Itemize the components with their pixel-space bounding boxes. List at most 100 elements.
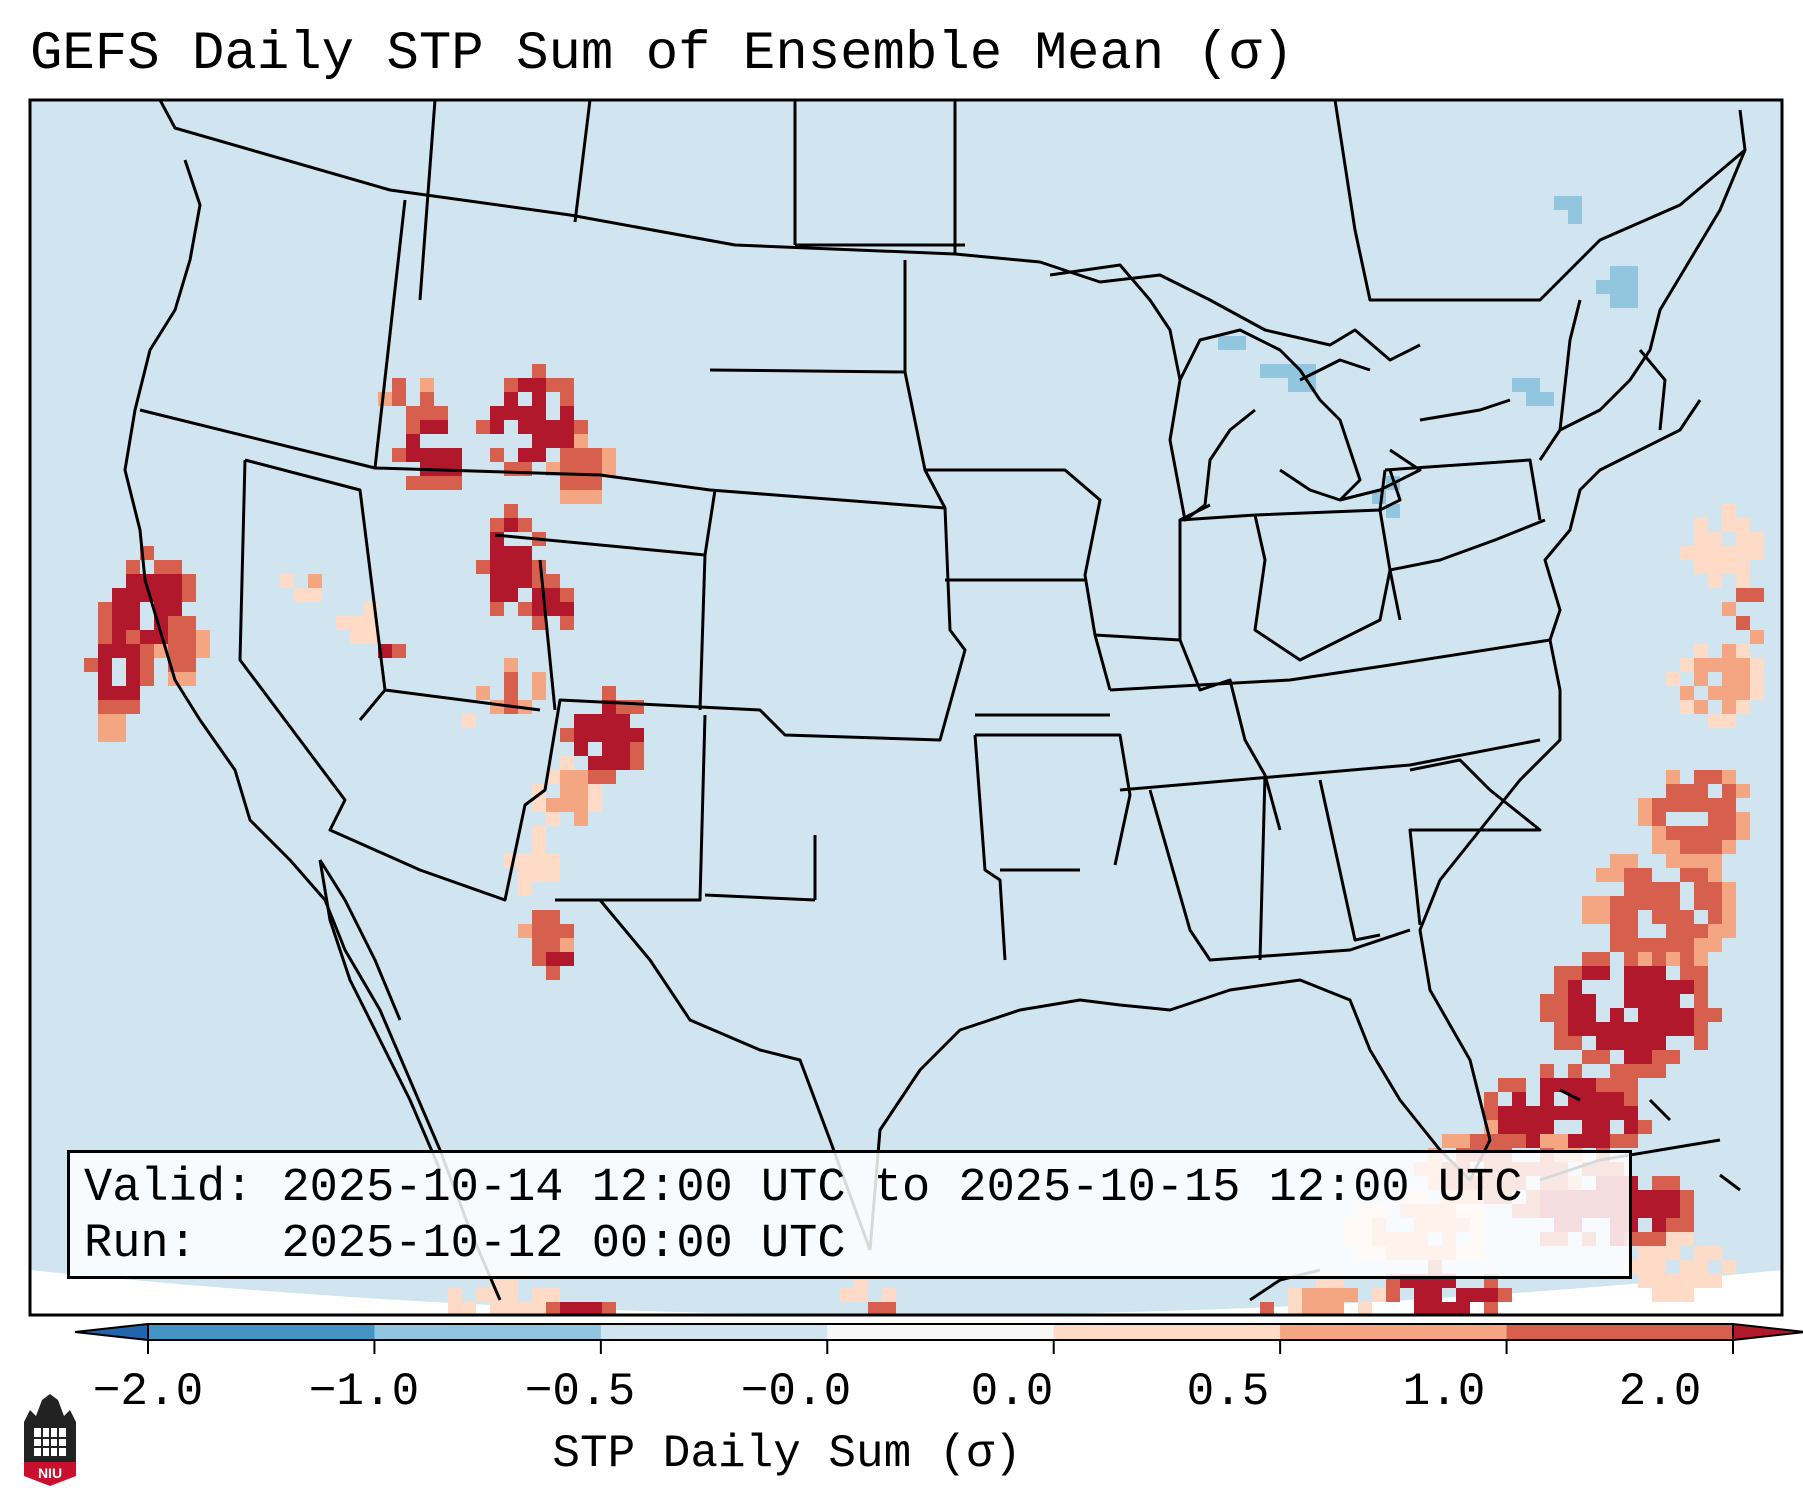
stp-cell <box>532 840 546 854</box>
stp-cell <box>840 1288 854 1302</box>
stp-cell <box>1722 644 1736 658</box>
stp-cell <box>1680 700 1694 714</box>
stp-cell <box>1652 896 1666 910</box>
stp-cell <box>1652 826 1666 840</box>
stp-cell <box>1554 196 1568 210</box>
stp-cell <box>588 756 602 770</box>
stp-cell <box>1694 560 1708 574</box>
stp-cell <box>490 420 504 434</box>
stp-cell <box>546 910 560 924</box>
stp-cell <box>1540 1106 1554 1120</box>
stp-cell <box>1708 798 1722 812</box>
stp-cell <box>504 1288 518 1302</box>
stp-cell <box>1652 1246 1666 1260</box>
stp-cell <box>1624 896 1638 910</box>
stp-cell <box>532 378 546 392</box>
stp-cell <box>504 588 518 602</box>
stp-cell <box>196 630 210 644</box>
stp-cell <box>1610 294 1624 308</box>
stp-cell <box>1722 518 1736 532</box>
stp-cell <box>1680 798 1694 812</box>
stp-cell <box>1666 980 1680 994</box>
stp-cell <box>1666 840 1680 854</box>
stp-cell <box>1624 1078 1638 1092</box>
stp-cell <box>1694 644 1708 658</box>
stp-cell <box>504 504 518 518</box>
stp-cell <box>546 924 560 938</box>
stp-cell <box>1582 1092 1596 1106</box>
stp-cell <box>1526 392 1540 406</box>
stp-cell <box>1694 1246 1708 1260</box>
stp-cell <box>1722 546 1736 560</box>
stp-cell <box>98 644 112 658</box>
stp-cell <box>1526 1134 1540 1148</box>
stp-cell <box>546 952 560 966</box>
stp-cell <box>1624 1134 1638 1148</box>
stp-cell <box>420 378 434 392</box>
stp-cell <box>350 630 364 644</box>
colorbar <box>74 1322 1803 1354</box>
stp-cell <box>1232 336 1246 350</box>
stp-cell <box>1568 966 1582 980</box>
stp-cell <box>1610 1022 1624 1036</box>
stp-cell <box>1736 686 1750 700</box>
stp-cell <box>546 868 560 882</box>
stp-cell <box>1694 1036 1708 1050</box>
stp-cell <box>1638 938 1652 952</box>
valid-text: 2025-10-14 12:00 UTC to 2025-10-15 12:00… <box>281 1162 1523 1215</box>
stp-cell <box>1624 868 1638 882</box>
tick-label: 1.0 <box>1402 1366 1486 1418</box>
stp-cell <box>1470 1288 1484 1302</box>
stp-cell <box>882 1302 896 1315</box>
stp-cell <box>84 658 98 672</box>
stp-cell <box>560 728 574 742</box>
stp-cell <box>1610 266 1624 280</box>
stp-cell <box>392 378 406 392</box>
stp-cell <box>1498 1288 1512 1302</box>
stp-cell <box>126 616 140 630</box>
stp-cell <box>1652 1064 1666 1078</box>
stp-cell <box>588 462 602 476</box>
stp-cell <box>1652 1274 1666 1288</box>
stp-cell <box>602 1302 616 1315</box>
stp-cell <box>546 966 560 980</box>
stp-cell <box>518 546 532 560</box>
stp-cell <box>1680 952 1694 966</box>
stp-cell <box>532 392 546 406</box>
stp-cell <box>1540 1064 1554 1078</box>
stp-cell <box>406 476 420 490</box>
stp-cell <box>1750 672 1764 686</box>
stp-cell <box>1540 1078 1554 1092</box>
stp-cell <box>1624 1120 1638 1134</box>
stp-cell <box>182 658 196 672</box>
stp-cell <box>1582 1078 1596 1092</box>
stp-cell <box>168 588 182 602</box>
stp-cell <box>112 686 126 700</box>
stp-cell <box>1708 532 1722 546</box>
stp-cell <box>476 686 490 700</box>
stp-cell <box>588 476 602 490</box>
stp-cell <box>1358 1302 1372 1315</box>
stp-cell <box>1708 910 1722 924</box>
stp-cell <box>546 588 560 602</box>
stp-cell <box>1708 812 1722 826</box>
stp-cell <box>1708 896 1722 910</box>
stp-cell <box>1694 896 1708 910</box>
stp-cell <box>532 406 546 420</box>
stp-cell <box>1624 882 1638 896</box>
stp-cell <box>532 616 546 630</box>
stp-cell <box>504 406 518 420</box>
colorbar-bins <box>148 1324 1734 1340</box>
stp-cell <box>588 714 602 728</box>
stp-cell <box>1708 1008 1722 1022</box>
stp-cell <box>1736 588 1750 602</box>
stp-cell <box>1736 826 1750 840</box>
stp-cell <box>1624 938 1638 952</box>
stp-cell <box>1386 504 1400 518</box>
stp-cell <box>126 588 140 602</box>
stp-cell <box>1512 1134 1526 1148</box>
stp-cell <box>1554 1008 1568 1022</box>
run-label: Run: <box>84 1218 197 1271</box>
stp-cell <box>1638 1274 1652 1288</box>
stp-cell <box>406 448 420 462</box>
